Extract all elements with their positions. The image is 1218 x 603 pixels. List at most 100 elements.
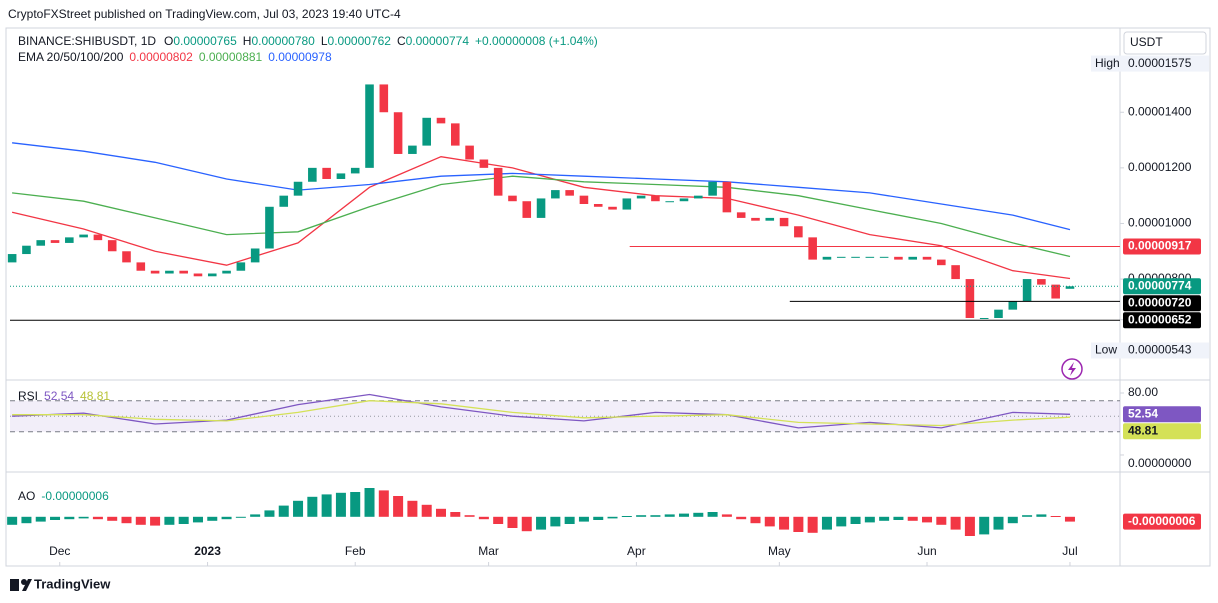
candle-body [679, 198, 689, 202]
price-tag [1123, 278, 1201, 295]
candle-body [65, 237, 74, 243]
y-tick-label: 0.00001000 [1128, 216, 1192, 230]
price-tag [1123, 406, 1201, 423]
logo-mark [10, 579, 19, 591]
ao-bar [407, 500, 418, 517]
ao-bar [907, 516, 918, 521]
ao-bar [307, 496, 318, 517]
candle-body [293, 181, 303, 196]
ao-bar [378, 490, 389, 517]
candle-body [22, 245, 31, 255]
candle-body [79, 234, 88, 238]
price-tag-label: 52.54 [1128, 406, 1158, 420]
ao-bar [250, 514, 261, 517]
candle-body [165, 270, 174, 274]
ao-bar [107, 516, 118, 521]
line-series [12, 175, 1071, 258]
ao-bar [879, 516, 890, 521]
ao-bar [1036, 514, 1047, 517]
c-key: C [397, 34, 406, 48]
candle-body [751, 217, 760, 221]
symbol: BINANCE:SHIBUSDT, 1D [18, 34, 156, 48]
price-tag [1123, 295, 1201, 312]
candle-body [408, 145, 417, 154]
price-tag-label: 0.00000917 [1128, 239, 1192, 253]
ao-bar [922, 516, 933, 523]
candle-body [436, 117, 446, 124]
x-tick-label: Mar [478, 544, 499, 558]
ao-bar [1064, 516, 1075, 522]
l-value: 0.00000762 [328, 34, 392, 48]
candle-body [136, 262, 146, 271]
ao-bar [507, 516, 518, 528]
ao-bar [192, 516, 203, 523]
price-tag [1123, 513, 1201, 530]
candle-body [593, 204, 603, 207]
rsi-legend: RSI 52.54 48.81 [18, 389, 110, 403]
ao-name: AO [18, 489, 35, 503]
candle-body [979, 317, 989, 319]
y-tick-label: 0.00001200 [1128, 160, 1192, 174]
candle-body [851, 256, 860, 258]
candle-body [336, 173, 346, 179]
extreme-name: High [1095, 56, 1120, 70]
extreme-box [1091, 342, 1209, 359]
candle-body [808, 237, 817, 260]
h-key: H [243, 34, 252, 48]
candle-body [937, 259, 946, 266]
candle-body [565, 190, 574, 196]
candle-body [393, 112, 403, 154]
currency-box[interactable] [1123, 31, 1207, 55]
o-key: O [164, 34, 173, 48]
price-tag-label: -0.00000006 [1128, 514, 1196, 528]
ao-bar [750, 516, 761, 524]
publish-note: CryptoFXStreet published on TradingView.… [8, 7, 401, 21]
candle-body [379, 84, 389, 113]
candle-body [279, 195, 289, 207]
candle-body [994, 309, 1003, 318]
ao-bar [1050, 516, 1061, 517]
ao-bar [536, 516, 547, 530]
ao-bar [893, 516, 904, 520]
price-tag [1123, 423, 1201, 440]
y-tick-label: 0.00001400 [1128, 104, 1192, 118]
ao-bar [821, 516, 832, 530]
candle-body [308, 167, 317, 182]
candle-body [93, 234, 103, 241]
price-tag-label: 0.00000720 [1128, 295, 1192, 309]
x-tick-label: Jul [1062, 544, 1077, 558]
l-key: L [321, 34, 328, 48]
ao-bar [35, 516, 46, 522]
ema-value: 0.00000978 [268, 50, 332, 64]
ao-bar [1007, 516, 1018, 524]
candle-body [193, 273, 203, 277]
footer-brand: TradingView [34, 576, 111, 591]
x-tick-label: May [768, 544, 791, 558]
ao-bar [550, 516, 561, 527]
candle-body [708, 181, 717, 196]
line-series [12, 400, 1071, 427]
candle-body [1051, 284, 1060, 299]
extreme-value: 0.00001575 [1128, 56, 1192, 70]
candle-body [1065, 286, 1075, 289]
ao-legend: AO -0.00000006 [18, 489, 109, 503]
change: +0.00000008 (+1.04%) [475, 34, 598, 48]
o-value: 0.00000765 [173, 34, 237, 48]
candle-body [765, 217, 775, 221]
candle-body [551, 190, 560, 199]
ao-bar [264, 510, 275, 517]
candle-body [965, 279, 975, 318]
ao-bar [393, 496, 404, 517]
candle-body [50, 240, 60, 243]
ao-bar [178, 516, 189, 524]
extreme-name: Low [1095, 343, 1117, 357]
ao-bar [450, 512, 461, 517]
ao-bar [950, 516, 961, 530]
ao-bar [964, 516, 975, 536]
ao-bar [764, 516, 775, 527]
candle-body [722, 181, 732, 213]
h-value: 0.00000780 [251, 34, 315, 48]
ao-bar [664, 514, 675, 517]
ao-bar [478, 516, 489, 520]
candle-body [179, 270, 188, 274]
